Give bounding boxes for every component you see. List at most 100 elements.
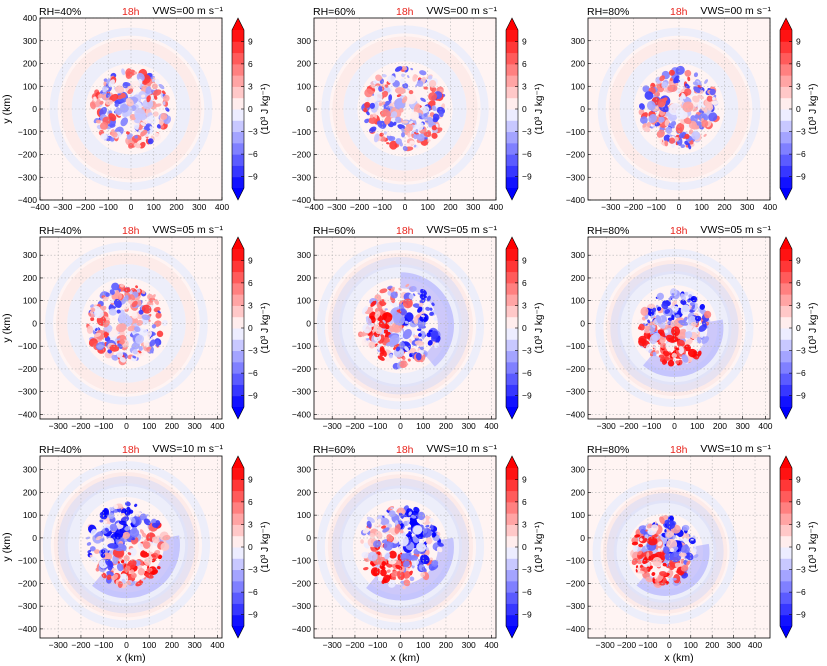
colorbar-segment <box>780 361 792 374</box>
value-cell <box>126 331 131 336</box>
colorbar-segment <box>506 52 518 65</box>
value-cell <box>651 572 656 577</box>
value-cell <box>430 524 434 530</box>
value-cell <box>99 572 103 575</box>
value-cell <box>361 551 370 559</box>
colorbar-tick-label: 3 <box>796 519 801 529</box>
value-cell <box>158 83 165 90</box>
tick-label-x: −100 <box>94 421 113 431</box>
colorbar-segment <box>232 109 244 121</box>
colorbar-tick-label: −9 <box>796 172 806 182</box>
tick-label-y: −300 <box>18 601 37 611</box>
plot-frame <box>587 236 771 420</box>
value-cell <box>632 545 638 552</box>
colorbar-segment <box>506 524 518 537</box>
value-cell <box>691 321 697 327</box>
colorbar-tick-label: 9 <box>522 36 527 46</box>
value-cell <box>109 137 115 142</box>
tick-label-y: −300 <box>566 601 585 611</box>
tick-label-y: 300 <box>297 465 311 475</box>
value-cell <box>108 79 115 88</box>
tick-label-y: 100 <box>297 81 311 91</box>
value-cell <box>684 69 692 77</box>
tick-label-x: −300 <box>323 640 342 650</box>
value-cell <box>109 289 115 295</box>
colorbar-tick-label: 3 <box>796 300 801 310</box>
colorbar-segment <box>506 361 518 374</box>
tick-label-y: −400 <box>292 409 311 419</box>
value-cell <box>412 73 418 82</box>
value-cell <box>670 551 682 563</box>
value-cell <box>407 75 410 79</box>
value-cell <box>674 136 679 142</box>
value-cell <box>632 551 639 561</box>
value-cell <box>386 142 390 145</box>
colorbar-segment <box>232 339 244 352</box>
colorbar-segment <box>506 165 518 178</box>
colorbar: 9 6 3 0 −3 −6 −9 (10³ J kg⁻¹) <box>505 236 545 420</box>
tick-label-y: 300 <box>297 250 311 260</box>
colorbar-segment <box>232 294 244 306</box>
value-cell <box>671 293 675 296</box>
value-cell <box>133 326 141 333</box>
value-cell <box>89 554 93 558</box>
colorbar-outline <box>505 455 519 639</box>
panel-9: −300 −200 −100 0 100 200 300 4003002001000−100−… <box>566 443 819 664</box>
value-cell <box>397 124 406 130</box>
value-cell <box>122 531 131 540</box>
value-cell <box>369 533 376 538</box>
value-cell <box>149 339 156 347</box>
value-cell <box>382 350 387 357</box>
value-cell <box>378 320 389 329</box>
value-cell <box>135 285 139 289</box>
value-cell <box>680 293 686 301</box>
value-cell <box>99 519 104 523</box>
value-cell <box>109 507 114 512</box>
value-cell <box>401 120 409 124</box>
value-cell <box>687 76 691 82</box>
panel-title-time: 18h <box>396 225 414 237</box>
value-cell <box>665 342 674 352</box>
colorbar-segment <box>506 97 518 110</box>
colorbar-segment <box>232 271 244 284</box>
outer-band <box>60 38 202 180</box>
colorbar-segment <box>780 120 792 133</box>
value-cell <box>668 352 672 356</box>
value-cell <box>404 320 409 324</box>
tick-label-x: −100 <box>638 640 657 650</box>
value-cell <box>398 287 402 291</box>
tick-label-x: 0 <box>398 640 403 650</box>
value-cell <box>690 295 698 303</box>
value-cell <box>703 133 707 137</box>
value-cell <box>711 100 719 105</box>
colorbar-segment <box>506 30 518 42</box>
value-cell <box>374 518 382 527</box>
colorbar-segment <box>780 305 792 318</box>
tick-label-y: 0 <box>32 104 37 114</box>
value-cell <box>116 309 121 314</box>
tick-label-x: 100 <box>690 421 704 431</box>
value-cell <box>394 66 403 72</box>
value-cell <box>134 135 138 139</box>
tick-label-y: −200 <box>566 578 585 588</box>
colorbar-segment <box>506 260 518 273</box>
value-cell <box>415 84 418 88</box>
colorbar-segment <box>232 569 244 582</box>
value-cell <box>375 74 383 81</box>
value-cell <box>662 562 667 567</box>
value-cell <box>105 292 110 297</box>
value-cell <box>683 537 687 543</box>
value-cell <box>694 315 702 322</box>
colorbar-segment <box>780 75 792 87</box>
panel-title-rh: RH=40% <box>39 6 81 18</box>
colorbar-segment <box>506 305 518 318</box>
value-cell <box>671 300 678 306</box>
value-cell <box>680 557 685 565</box>
value-cell <box>405 96 414 104</box>
value-cell <box>413 316 419 325</box>
colorbar-segment <box>780 97 792 110</box>
panel-title-rh: RH=80% <box>587 444 629 456</box>
value-cell <box>111 131 118 138</box>
colorbar-segment <box>780 131 792 144</box>
tick-label-x: −200 <box>345 640 364 650</box>
